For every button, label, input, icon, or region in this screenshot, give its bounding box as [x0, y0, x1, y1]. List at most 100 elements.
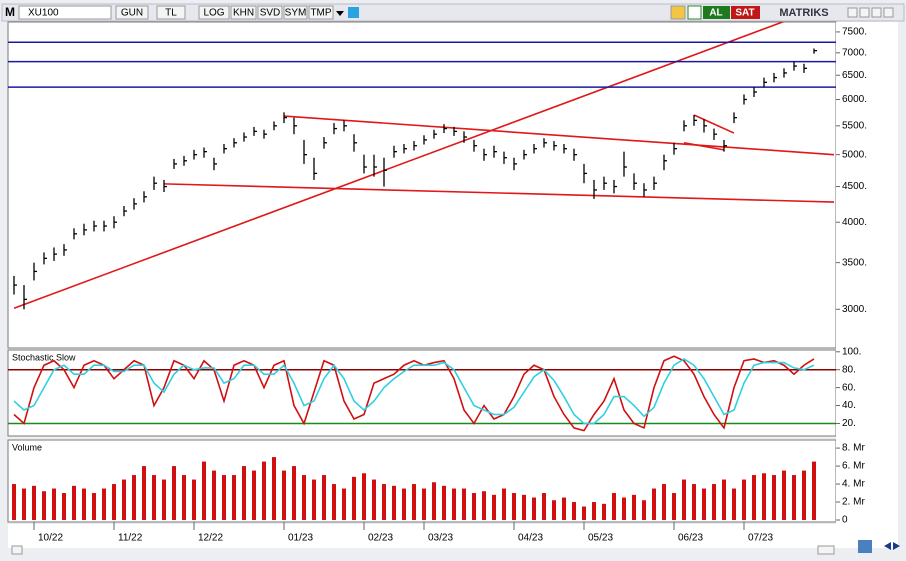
brand: MATRIKS [779, 7, 828, 19]
y-tick-label: 6500. [842, 70, 867, 81]
toolbar-button[interactable] [230, 5, 257, 20]
sell-button[interactable] [731, 6, 760, 19]
volume-bar [532, 497, 536, 520]
volume-bar [442, 485, 446, 520]
y-tick-label: 100. [842, 346, 861, 357]
settings-icon[interactable] [858, 540, 872, 553]
toolbar-button[interactable] [308, 5, 334, 20]
volume-bar [682, 479, 686, 520]
toolbar-button[interactable] [198, 5, 230, 20]
volume-bar [812, 461, 816, 520]
maximize[interactable] [859, 7, 870, 18]
volume-bar [412, 484, 416, 520]
y-tick-label: 4. Mr [842, 479, 865, 490]
y-axis-area [836, 22, 898, 548]
volume-bar [42, 491, 46, 520]
volume-bar [242, 466, 246, 520]
volume-bar [482, 491, 486, 520]
volume-bar [592, 502, 596, 520]
volume-bar [202, 461, 206, 520]
volume-bar [672, 493, 676, 520]
stoch-line [13, 355, 815, 432]
y-tick-label: 7000. [842, 47, 867, 58]
logo: M [5, 5, 15, 19]
volume-bar [142, 466, 146, 520]
volume-bar [112, 484, 116, 520]
minimize[interactable] [847, 7, 858, 18]
volume-bar [362, 473, 366, 520]
y-tick-label: 7500. [842, 27, 867, 38]
y-tick-label: 2. Mr [842, 497, 865, 508]
volume-bar [452, 488, 456, 520]
toolbar-button[interactable] [115, 5, 149, 20]
volume-bar [392, 485, 396, 520]
volume-bar [312, 479, 316, 520]
volume-bar [382, 484, 386, 520]
scroll-right[interactable] [817, 545, 835, 555]
trend-line [693, 114, 735, 134]
volume-bar [52, 488, 56, 520]
volume-bar [152, 475, 156, 520]
alert-icon[interactable] [670, 5, 686, 20]
volume-bar [172, 466, 176, 520]
toolbar-button-label: TMP [310, 8, 331, 19]
volume-bar [402, 488, 406, 520]
volume-bar [472, 493, 476, 520]
volume-bar [562, 497, 566, 520]
nav-left[interactable] [884, 542, 891, 550]
trend-line [683, 142, 725, 151]
close[interactable] [883, 7, 894, 18]
volume-bar [162, 479, 166, 520]
dropdown[interactable] [336, 11, 344, 16]
x-tick-label: 12/22 [198, 533, 223, 544]
toolbar-button-label: SYM [285, 8, 307, 19]
volume-bar [182, 475, 186, 520]
volume-bar [782, 470, 786, 520]
nav-right[interactable] [893, 542, 900, 550]
toolbar-button[interactable] [283, 5, 308, 20]
y-tick-label: 0 [842, 515, 848, 526]
volume-bar [712, 484, 716, 520]
twitter-icon[interactable] [348, 7, 359, 18]
volume-bar [762, 473, 766, 520]
volume-bar [192, 479, 196, 520]
scroll-left[interactable] [11, 545, 23, 555]
volume-bar [742, 479, 746, 520]
volume-bar [332, 484, 336, 520]
x-tick-label: 04/23 [518, 533, 543, 544]
volume-bar [262, 461, 266, 520]
volume-bar [792, 475, 796, 520]
buy-label: AL [709, 8, 722, 19]
y-tick-label: 20. [842, 418, 856, 429]
volume-bar [512, 493, 516, 520]
restore[interactable] [871, 7, 882, 18]
buy-button[interactable] [703, 6, 730, 19]
volume-bar [772, 475, 776, 520]
toolbar-button[interactable] [257, 5, 283, 20]
symbol-box[interactable] [18, 5, 112, 20]
volume-bar [432, 482, 436, 520]
toolbar-button[interactable] [156, 5, 186, 20]
volume-bar [582, 506, 586, 520]
volume-bar [752, 475, 756, 520]
volume-bar [722, 479, 726, 520]
refresh-icon[interactable] [687, 5, 702, 20]
volume-bar [622, 497, 626, 520]
volume-bar [632, 494, 636, 520]
y-tick-label: 3000. [842, 304, 867, 315]
x-tick-label: 01/23 [288, 533, 313, 544]
panel-title: Stochastic Slow [12, 352, 76, 362]
trend-line [13, 22, 785, 310]
volume-bar [12, 484, 16, 520]
volume-bar [82, 488, 86, 520]
volume-bar [732, 488, 736, 520]
stoch-line [13, 358, 815, 425]
y-tick-label: 4000. [842, 217, 867, 228]
x-tick-label: 03/23 [428, 533, 453, 544]
x-tick-label: 07/23 [748, 533, 773, 544]
y-tick-label: 80. [842, 364, 856, 375]
volume-bar [502, 488, 506, 520]
toolbar-button-label: LOG [203, 8, 224, 19]
